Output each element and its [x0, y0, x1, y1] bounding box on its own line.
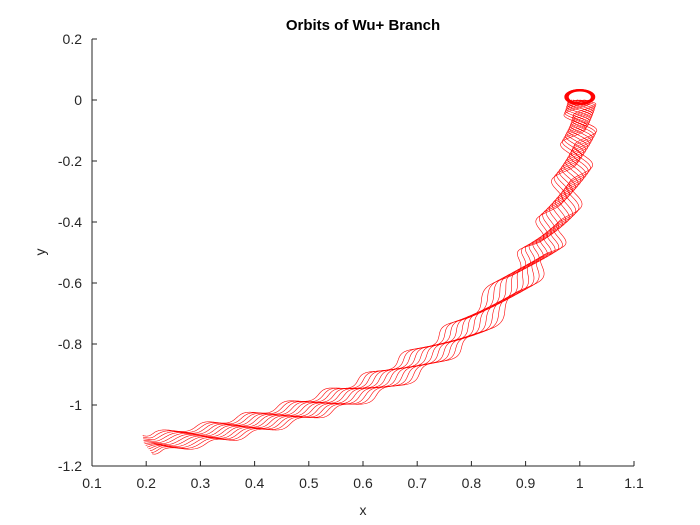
x-tick-label: 0.6 [353, 475, 373, 491]
y-tick-label: -0.2 [58, 153, 82, 169]
x-axis-label: x [360, 502, 367, 518]
x-tick-label: 0.1 [82, 475, 102, 491]
y-axis-ticks: 0.2 0 -0.2 -0.4 -0.6 -0.8 -1 -1.2 [58, 31, 97, 474]
x-tick-label: 0.7 [407, 475, 427, 491]
y-tick-label: 0 [74, 92, 82, 108]
manifold-trajectory [142, 99, 590, 437]
manifold-trajectory [144, 99, 593, 445]
x-axis-ticks: 0.1 0.2 0.3 0.4 0.5 0.6 0.7 0.8 0.9 1 1.1 [82, 461, 644, 491]
plot-area: 0.1 0.2 0.3 0.4 0.5 0.6 0.7 0.8 0.9 1 1.1 0.2 0 -0.2… [58, 31, 644, 491]
manifold-trajectory [149, 99, 596, 451]
y-tick-label: -0.8 [58, 336, 82, 352]
manifold-trajectory [143, 99, 591, 439]
x-tick-label: 0.3 [191, 475, 211, 491]
x-tick-label: 0.8 [462, 475, 482, 491]
y-tick-label: -1 [70, 397, 83, 413]
manifold-trajectory [148, 99, 595, 450]
x-tick-label: 0.5 [299, 475, 319, 491]
x-tick-label: 0.4 [245, 475, 265, 491]
x-tick-label: 0.2 [136, 475, 156, 491]
y-tick-label: -0.6 [58, 275, 82, 291]
y-tick-label: -0.4 [58, 214, 82, 230]
y-axis-label: y [32, 249, 48, 256]
y-tick-label: -1.2 [58, 458, 82, 474]
orbit-trajectories [142, 88, 598, 455]
x-tick-label: 0.9 [516, 475, 536, 491]
manifold-trajectory [151, 99, 598, 455]
manifold-trajectory [146, 99, 594, 448]
x-tick-label: 1.1 [624, 475, 644, 491]
chart-title: Orbits of Wu+ Branch [286, 17, 440, 34]
y-tick-label: 0.2 [63, 31, 83, 47]
x-tick-label: 1 [576, 475, 584, 491]
